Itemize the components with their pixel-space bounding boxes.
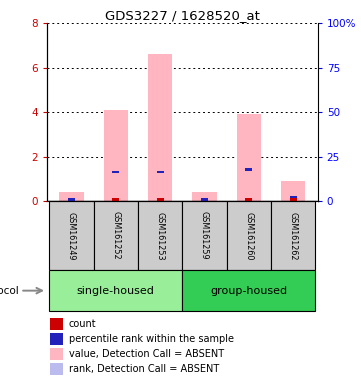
Bar	[138, 201, 182, 270]
Bar	[281, 181, 305, 201]
Text: GSM161253: GSM161253	[156, 212, 165, 260]
Bar	[93, 201, 138, 270]
Bar	[245, 199, 252, 201]
Bar	[50, 363, 63, 375]
Bar	[237, 114, 261, 201]
Bar	[112, 199, 119, 201]
Text: GSM161249: GSM161249	[67, 212, 76, 260]
Text: percentile rank within the sample: percentile rank within the sample	[69, 334, 234, 344]
Bar	[112, 170, 119, 173]
Text: GSM161259: GSM161259	[200, 212, 209, 260]
Text: GSM161262: GSM161262	[289, 212, 298, 260]
Bar	[50, 348, 63, 360]
Text: GSM161252: GSM161252	[111, 212, 120, 260]
Text: single-housed: single-housed	[77, 286, 155, 296]
Bar	[290, 196, 297, 198]
Text: group-housed: group-housed	[210, 286, 287, 296]
Bar	[201, 199, 208, 201]
Bar	[271, 201, 316, 270]
Text: count: count	[69, 319, 96, 329]
Text: GSM161260: GSM161260	[244, 212, 253, 260]
Bar	[68, 199, 75, 201]
Text: protocol: protocol	[0, 286, 19, 296]
Bar	[201, 199, 208, 201]
Bar	[182, 270, 316, 311]
Bar	[104, 110, 128, 201]
Bar	[148, 54, 172, 201]
Bar	[157, 199, 164, 201]
Bar	[68, 199, 75, 201]
Bar	[49, 270, 182, 311]
Bar	[182, 201, 227, 270]
Bar	[50, 333, 63, 345]
Bar	[245, 169, 252, 170]
Bar	[49, 201, 93, 270]
Bar	[157, 171, 164, 173]
Title: GDS3227 / 1628520_at: GDS3227 / 1628520_at	[105, 9, 260, 22]
Text: value, Detection Call = ABSENT: value, Detection Call = ABSENT	[69, 349, 224, 359]
Bar	[290, 199, 297, 201]
Bar	[59, 192, 83, 201]
Bar	[227, 201, 271, 270]
Text: rank, Detection Call = ABSENT: rank, Detection Call = ABSENT	[69, 364, 219, 374]
Bar	[192, 192, 217, 201]
Bar	[50, 318, 63, 330]
